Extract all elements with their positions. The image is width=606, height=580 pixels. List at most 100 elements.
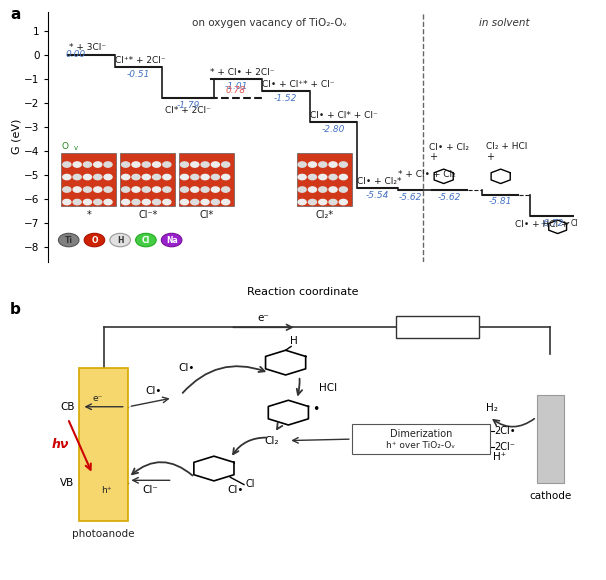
Text: H⁺: H⁺ [493, 452, 506, 462]
Circle shape [104, 175, 112, 180]
Circle shape [163, 162, 171, 167]
Text: Cl₂*: Cl₂* [315, 210, 333, 220]
Text: H₂: H₂ [486, 403, 498, 412]
Circle shape [319, 175, 327, 180]
Circle shape [84, 187, 92, 192]
Circle shape [201, 187, 209, 192]
Text: Ti: Ti [65, 235, 73, 245]
Text: H: H [290, 336, 298, 346]
Text: hν: hν [52, 438, 69, 451]
Text: h⁺ over TiO₂-Oᵥ: h⁺ over TiO₂-Oᵥ [386, 441, 455, 450]
Text: Cl⁻*: Cl⁻* [138, 210, 158, 220]
Text: Cl: Cl [570, 219, 578, 228]
Circle shape [308, 200, 316, 205]
Circle shape [298, 175, 306, 180]
Circle shape [298, 187, 306, 192]
Circle shape [104, 187, 112, 192]
Text: Cl⁺* + 2Cl⁻: Cl⁺* + 2Cl⁻ [115, 56, 165, 65]
Text: Na: Na [166, 235, 178, 245]
Circle shape [132, 200, 140, 205]
Text: 0.78: 0.78 [226, 86, 246, 95]
Circle shape [153, 200, 161, 205]
Bar [61, 154, 116, 206]
Circle shape [298, 162, 306, 167]
Circle shape [104, 200, 112, 205]
Circle shape [142, 162, 150, 167]
Circle shape [339, 175, 347, 180]
Circle shape [308, 162, 316, 167]
Circle shape [122, 187, 130, 192]
Text: v: v [73, 145, 78, 151]
Circle shape [94, 175, 102, 180]
Circle shape [73, 187, 81, 192]
Text: O: O [62, 142, 68, 151]
Text: Cl• + Cl₂: Cl• + Cl₂ [429, 143, 469, 153]
Circle shape [191, 200, 199, 205]
Circle shape [211, 200, 219, 205]
Circle shape [142, 187, 150, 192]
Circle shape [319, 162, 327, 167]
Text: Cl• + Cl* + Cl⁻: Cl• + Cl* + Cl⁻ [310, 111, 378, 120]
Circle shape [222, 187, 230, 192]
Circle shape [308, 175, 316, 180]
Circle shape [181, 200, 188, 205]
Text: Cl•: Cl• [145, 386, 161, 397]
Text: photoanode: photoanode [72, 529, 135, 539]
Text: * + Cl• + Cl₂: * + Cl• + Cl₂ [398, 170, 456, 179]
Text: h⁺: h⁺ [101, 486, 112, 495]
Circle shape [132, 162, 140, 167]
Circle shape [191, 187, 199, 192]
Circle shape [211, 187, 219, 192]
Circle shape [153, 187, 161, 192]
Text: * + Cl• + 2Cl⁻: * + Cl• + 2Cl⁻ [210, 68, 275, 77]
Circle shape [110, 233, 130, 246]
Circle shape [329, 187, 337, 192]
Bar [396, 317, 479, 339]
Text: 0.00: 0.00 [66, 50, 86, 59]
Text: •: • [312, 403, 319, 416]
Circle shape [94, 162, 102, 167]
Circle shape [319, 200, 327, 205]
Circle shape [132, 175, 140, 180]
Circle shape [122, 175, 130, 180]
Text: Cl• + Cl⁺* + Cl⁻: Cl• + Cl⁺* + Cl⁻ [262, 80, 335, 89]
Text: b: b [10, 302, 21, 317]
Text: +: + [486, 152, 494, 162]
Circle shape [73, 162, 81, 167]
Text: HCl: HCl [319, 383, 337, 393]
Y-axis label: G (eV): G (eV) [12, 119, 21, 154]
Text: Cl•: Cl• [178, 364, 195, 374]
Bar [79, 368, 128, 521]
Circle shape [142, 175, 150, 180]
Circle shape [153, 175, 161, 180]
Circle shape [136, 233, 156, 246]
Circle shape [142, 200, 150, 205]
Circle shape [329, 200, 337, 205]
Text: e⁻: e⁻ [258, 313, 270, 323]
Text: 2Cl•: 2Cl• [494, 426, 516, 436]
Circle shape [63, 175, 71, 180]
Circle shape [191, 162, 199, 167]
Bar [536, 395, 564, 483]
Text: O: O [91, 235, 98, 245]
Text: -1.52: -1.52 [274, 95, 298, 103]
Text: Dimerization: Dimerization [390, 429, 452, 439]
Circle shape [211, 162, 219, 167]
Circle shape [73, 175, 81, 180]
Circle shape [84, 162, 92, 167]
Text: -5.81: -5.81 [489, 197, 512, 206]
Text: -5.62: -5.62 [438, 193, 461, 202]
Circle shape [222, 175, 230, 180]
Circle shape [211, 175, 219, 180]
Circle shape [308, 187, 316, 192]
Text: Cl₂: Cl₂ [265, 436, 279, 445]
Bar [296, 154, 351, 206]
Circle shape [63, 187, 71, 192]
Text: -1.79: -1.79 [176, 101, 200, 110]
Bar [179, 154, 234, 206]
Text: Cl*: Cl* [199, 210, 214, 220]
Circle shape [94, 187, 102, 192]
Circle shape [329, 175, 337, 180]
Circle shape [181, 187, 188, 192]
Circle shape [73, 200, 81, 205]
